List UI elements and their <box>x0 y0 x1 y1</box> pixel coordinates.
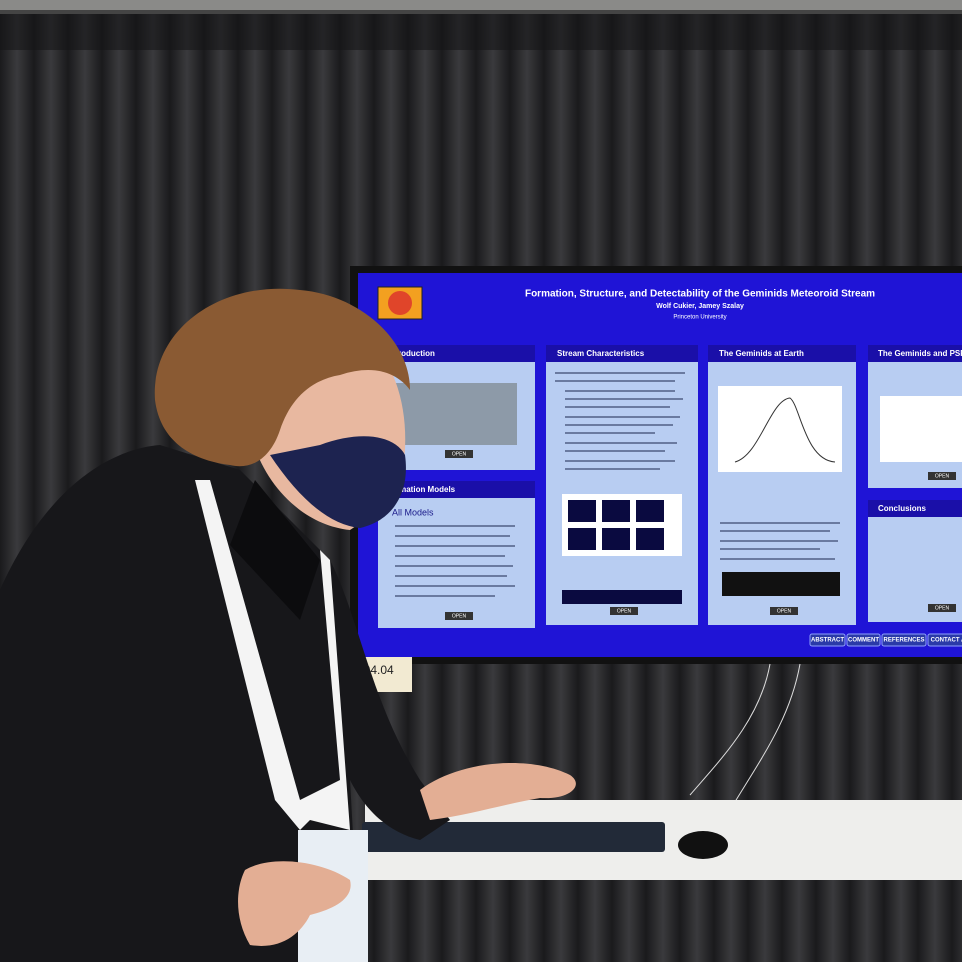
figure <box>562 590 682 604</box>
hand <box>420 763 576 820</box>
nav-label: ABSTRACT <box>811 638 844 644</box>
table-figure <box>722 572 840 596</box>
open-label: OPEN <box>617 608 632 614</box>
open-button[interactable] <box>770 607 798 615</box>
panel-header <box>385 345 535 362</box>
nav-label: REFERENCES <box>883 638 924 644</box>
figure-panels <box>568 500 664 550</box>
lanyard <box>195 480 350 830</box>
nav-bar: ABSTRACT COMMENT REFERENCES CONTACT A <box>809 633 962 647</box>
hair <box>154 288 410 467</box>
figure <box>880 396 962 462</box>
text-lines <box>555 372 685 470</box>
open-button[interactable] <box>928 472 956 480</box>
open-label: OPEN <box>777 608 792 614</box>
figure-curve <box>734 397 836 463</box>
open-button[interactable] <box>610 607 638 615</box>
hand <box>238 861 351 946</box>
panel-header <box>546 345 698 362</box>
nav-label: COMMENT <box>848 638 879 644</box>
panel-heading: Conclusions <box>878 504 927 513</box>
open-label: OPEN <box>452 451 467 457</box>
keyboard <box>362 822 665 852</box>
nav-label: CONTACT A <box>931 638 962 644</box>
panel-heading: roduction <box>398 349 435 358</box>
mouse <box>678 831 728 859</box>
panel-image <box>395 383 517 445</box>
mask <box>270 436 406 528</box>
open-label: OPEN <box>935 473 950 479</box>
panel-header <box>378 481 535 498</box>
nav-button[interactable] <box>927 633 962 647</box>
cable <box>689 663 801 811</box>
open-label: OPEN <box>935 605 950 611</box>
panel-header <box>868 500 962 517</box>
panel-header <box>868 345 962 362</box>
shirt <box>230 480 320 620</box>
table-skirt <box>365 880 962 962</box>
logo-emblem <box>388 291 412 315</box>
poster-affiliation: Princeton University <box>673 315 726 321</box>
panel-subheading: All Models <box>392 507 434 517</box>
panel-body <box>378 498 535 628</box>
poster-authors: Wolf Cukier, Jamey Szalay <box>656 303 744 310</box>
panel-body <box>546 362 698 625</box>
panel-heading: rmation Models <box>396 485 456 494</box>
figure <box>718 386 842 472</box>
open-button[interactable] <box>928 604 956 612</box>
panel-heading: Stream Characteristics <box>557 349 645 358</box>
panel-heading: The Geminids and PSP <box>878 349 962 358</box>
open-button[interactable] <box>445 450 473 458</box>
nav-button[interactable] <box>809 633 846 647</box>
panel-heading: The Geminids at Earth <box>719 349 804 358</box>
curtain-top <box>0 10 962 50</box>
nav-button[interactable] <box>846 633 881 647</box>
poster-title: Formation, Structure, and Detectability … <box>525 289 875 300</box>
nav-button[interactable] <box>881 633 927 647</box>
text-lines <box>395 525 515 597</box>
open-label: OPEN <box>452 613 467 619</box>
text-lines <box>720 522 840 560</box>
open-button[interactable] <box>445 612 473 620</box>
panel-header <box>708 345 856 362</box>
